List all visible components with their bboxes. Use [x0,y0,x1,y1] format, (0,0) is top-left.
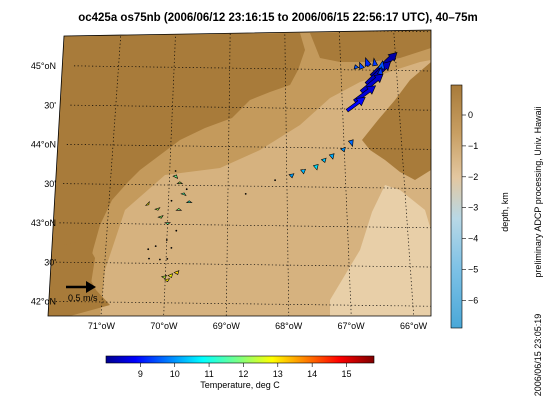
lon-label: 71°oW [88,321,116,331]
map-title: oc425a os75nb (2006/06/12 23:16:15 to 20… [78,12,478,24]
vector-dot [166,258,169,260]
temperature-tick-label: 10 [170,369,180,379]
vector-dot [170,199,173,202]
velocity-arrow [345,97,366,113]
depth-tick-label: 0 [468,110,473,120]
velocity-arrow [172,174,179,179]
lon-label: 69°oW [213,321,241,331]
vector-dot [185,188,188,191]
shallow-bank [330,185,431,316]
velocity-arrow [288,173,295,179]
depth-tick-label: −1 [468,141,478,151]
scale-arrow: 0.5 m/s [66,281,98,303]
depth-tick-label: −3 [468,203,478,213]
velocity-arrow [364,57,372,67]
temperature-tick-label: 11 [204,369,213,379]
velocity-arrow [328,153,335,160]
timestamp: 2006/06/15 23:05:19 [533,314,543,397]
depth-tick-label: −4 [468,234,478,244]
depth-colorbar: 0 −1 −2 −3 −4 −5 −6 depth, km [450,84,510,329]
temperature-colorbar-bar [105,355,375,364]
vector-dot [159,258,161,261]
land-nova-scotia [362,62,431,180]
velocity-arrow [372,57,379,67]
parallel-line [74,65,431,72]
temperature-colorbar-label: Temperature, deg C [200,380,280,390]
velocity-arrow [160,275,168,279]
lat-labels: 45°oN 30' 44°oN 30' 43°oN 30' 42°oN [31,61,56,307]
velocity-arrow [163,278,171,283]
map-frame [47,29,432,317]
velocity-arrow [353,64,360,70]
vector-dot [147,248,150,251]
velocity-arrow [377,66,383,75]
velocity-arrow [359,61,365,70]
depth-tick-label: −6 [468,295,478,305]
velocity-arrow [154,207,161,211]
temperature-tick-label: 15 [342,369,352,379]
vector-dot [148,257,150,260]
lon-label: 68°oW [275,321,303,331]
velocity-arrow [176,181,184,184]
temperature-tick-label: 9 [138,369,143,379]
vector-dot [165,239,168,241]
velocity-arrow [185,200,193,203]
processing-note: preliminary ADCP processing, Univ. Hawai… [533,106,543,277]
lat-label: 44°oN [31,140,56,150]
velocity-arrow [144,200,150,206]
map-panel: 71°oW 70°oW 69°oW 68°oW 67°oW 66°oW 45°oN30'4… [31,29,432,331]
depth-ticks: 0 −1 −2 −3 −4 −5 −6 [462,110,478,305]
parallel-line [66,144,431,150]
parallel-line [63,183,431,190]
temperature-tick-label: 14 [307,369,317,379]
lat-label: 43°oN [31,218,56,228]
scale-arrow-label: 0.5 m/s [68,293,98,303]
velocity-arrow [320,157,327,164]
depth-tick-label: −2 [468,172,478,182]
lon-labels: 71°oW 70°oW 69°oW 68°oW 67°oW 66°oW [88,321,428,331]
velocity-arrow [300,168,306,175]
velocity-arrow [180,192,187,197]
parallel-line [52,301,431,307]
vector-dot [174,170,177,172]
island-small [398,284,431,316]
parallel-line [59,222,431,229]
vector-dot [170,247,173,249]
velocity-arrow [347,139,354,148]
temperature-colorbar: 9 10 11 12 13 14 15 Temperature, deg C [105,355,375,390]
temperature-ticks: 9 10 11 12 13 14 15 [138,363,352,379]
velocity-arrow [359,73,384,94]
depth-colorbar-bar [450,84,463,329]
velocity-arrow [312,164,319,171]
lat-label: 42°oN [31,297,56,307]
velocity-arrow [173,270,180,275]
lon-label: 66°oW [400,321,428,331]
lat-label: 45°oN [31,61,56,71]
vector-dot [154,245,157,248]
lon-label: 67°oW [338,321,366,331]
lat-label: 30' [44,257,56,267]
velocity-arrow [175,208,183,211]
vector-dot [274,179,276,182]
lon-label: 70°oW [150,321,178,331]
velocity-arrow [167,273,174,279]
parallel-line [55,261,431,268]
lat-label: 30' [44,179,56,189]
depth-tick-label: −5 [468,265,478,275]
temperature-tick-label: 13 [273,369,283,379]
velocity-arrow [164,222,172,225]
land-mainland [48,33,305,316]
velocity-vectors [144,51,398,283]
velocity-arrow [157,215,164,219]
velocity-arrow [340,146,346,153]
lat-label: 30' [44,100,56,110]
temperature-tick-label: 12 [238,369,248,379]
depth-colorbar-label: depth, km [500,192,510,232]
vector-dot [175,229,178,232]
scale-arrow-head [86,281,96,293]
vector-dot [244,193,247,195]
